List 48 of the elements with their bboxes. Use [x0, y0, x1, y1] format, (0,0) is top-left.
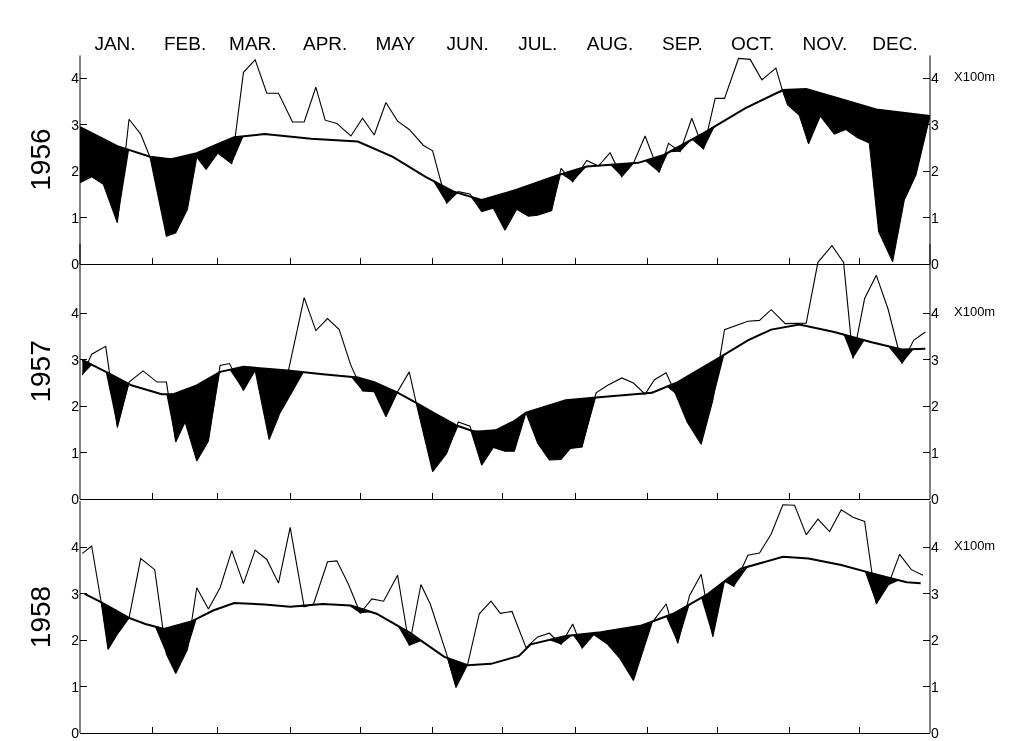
- y2-tick-label: 0: [931, 490, 939, 507]
- x-tick-label: MAR.: [229, 33, 277, 55]
- y-tick-label: 1: [71, 678, 80, 695]
- y-tick-label: 3: [71, 585, 80, 602]
- x-tick-label: JUN.: [446, 33, 489, 55]
- x-tick-label: OCT.: [730, 33, 775, 55]
- x-tick-label: JAN.: [94, 33, 136, 55]
- y2-axis-title: X100m: [954, 538, 996, 553]
- y-tick-label: 2: [71, 632, 80, 649]
- y2-tick-label: 4: [931, 70, 939, 87]
- y2-tick-label: 4: [931, 539, 939, 556]
- y2-tick-label: 2: [931, 163, 939, 180]
- y2-tick-label: 0: [931, 255, 939, 272]
- x-tick-label: MAY: [375, 33, 416, 55]
- y-tick-label: 3: [71, 351, 80, 368]
- y2-tick-label: 1: [931, 444, 939, 461]
- x-tick-label: FEB.: [163, 33, 207, 55]
- y2-tick-label: 2: [931, 398, 939, 415]
- y2-axis-title: X100m: [954, 304, 996, 319]
- x-tick-label: SEP.: [662, 33, 703, 55]
- y2-axis-title: X100m: [954, 69, 996, 84]
- y-tick-label: 4: [71, 70, 80, 87]
- y-tick-label: 4: [71, 305, 80, 322]
- y-tick-label: 4: [71, 539, 80, 556]
- y-tick-label: 1: [71, 209, 80, 226]
- y-tick-label: 0: [71, 255, 80, 272]
- y-axis-title: 1956: [24, 128, 56, 191]
- y-tick-label: 1: [71, 444, 80, 461]
- y-axis-title: 1957: [24, 340, 56, 403]
- x-tick-label: APR.: [303, 33, 348, 55]
- y-axis-title: 1958: [24, 585, 56, 649]
- x-tick-label: NOV.: [802, 33, 848, 55]
- x-tick-label: JUL.: [518, 33, 558, 55]
- y2-tick-label: 4: [931, 305, 939, 322]
- y-tick-label: 2: [71, 163, 80, 180]
- y-tick-label: 0: [71, 724, 80, 741]
- x-tick-label: DEC.: [872, 33, 918, 55]
- y2-tick-label: 3: [931, 116, 939, 133]
- x-tick-label: AUG.: [586, 33, 634, 55]
- y2-tick-label: 1: [931, 209, 939, 226]
- y2-tick-label: 3: [931, 351, 939, 368]
- y2-tick-label: 0: [931, 724, 939, 741]
- y-tick-label: 3: [71, 116, 80, 133]
- y-tick-label: 2: [71, 398, 80, 415]
- y2-tick-label: 2: [931, 632, 939, 649]
- y2-tick-label: 1: [931, 678, 939, 695]
- y2-tick-label: 3: [931, 585, 939, 602]
- y-tick-label: 0: [71, 490, 80, 507]
